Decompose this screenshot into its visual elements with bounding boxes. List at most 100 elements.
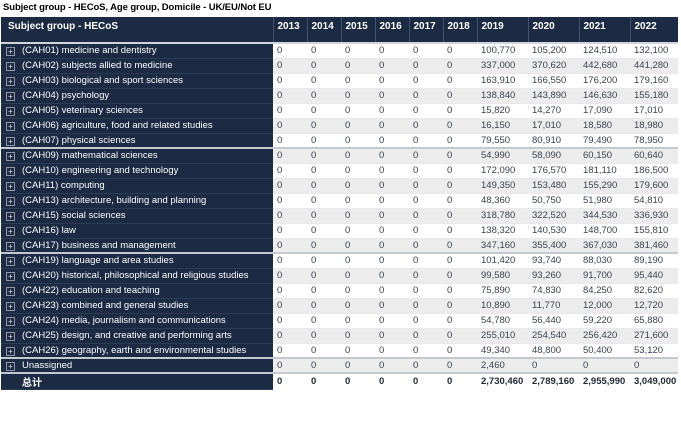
value-cell: 18,580 bbox=[579, 118, 630, 134]
column-header-2022[interactable]: 2022 bbox=[629, 17, 678, 44]
column-header-2020[interactable]: 2020 bbox=[527, 17, 579, 44]
table-row: + (CAH11) computing 0 0 0 0 0 0 149,350 153,480 15… bbox=[1, 178, 678, 194]
expand-icon[interactable]: + bbox=[6, 362, 15, 371]
value-cell: 2,730,460 bbox=[477, 372, 528, 390]
column-header-2017[interactable]: 2017 bbox=[408, 17, 443, 44]
row-label[interactable]: + (CAH23) combined and general studies bbox=[1, 298, 273, 314]
row-label-text: (CAH24) media, journalism and communicat… bbox=[22, 315, 226, 326]
value-cell: 91,700 bbox=[579, 268, 630, 284]
value-cell: 0 bbox=[273, 58, 307, 74]
expand-icon[interactable]: + bbox=[6, 182, 15, 191]
table-row: + (CAH16) law 0 0 0 0 0 0 138,320 140,530 148,700 1… bbox=[1, 223, 678, 239]
value-cell: 0 bbox=[375, 283, 409, 299]
row-label[interactable]: + (CAH15) social sciences bbox=[1, 208, 273, 224]
expand-icon[interactable]: + bbox=[6, 317, 15, 326]
table-row: + (CAH03) biological and sport sciences 0 0… bbox=[1, 73, 678, 89]
row-label[interactable]: + (CAH06) agriculture, food and related s… bbox=[1, 118, 273, 134]
expand-icon[interactable]: + bbox=[6, 302, 15, 311]
value-cell: 0 bbox=[630, 357, 678, 374]
value-cell: 74,830 bbox=[528, 283, 579, 299]
value-cell: 0 bbox=[409, 252, 443, 269]
value-cell: 179,160 bbox=[630, 73, 678, 89]
expand-icon[interactable]: + bbox=[6, 287, 15, 296]
row-label[interactable]: + (CAH07) physical sciences bbox=[1, 133, 273, 149]
value-cell: 0 bbox=[341, 313, 375, 329]
row-label[interactable]: + (CAH25) design, and creative and perfor… bbox=[1, 328, 273, 344]
value-cell: 0 bbox=[375, 103, 409, 119]
row-label[interactable]: + (CAH02) subjects allied to medicine bbox=[1, 58, 273, 74]
value-cell: 166,550 bbox=[528, 73, 579, 89]
value-cell: 0 bbox=[307, 238, 341, 254]
value-cell: 101,420 bbox=[477, 252, 528, 269]
expand-icon[interactable]: + bbox=[6, 77, 15, 86]
value-cell: 0 bbox=[375, 328, 409, 344]
expand-icon[interactable]: + bbox=[6, 332, 15, 341]
row-header-label[interactable]: Subject group - HECoS bbox=[1, 17, 273, 44]
total-row-label: 总计 bbox=[1, 372, 273, 390]
row-label[interactable]: + (CAH26) geography, earth and environmen… bbox=[1, 343, 273, 359]
value-cell: 0 bbox=[341, 283, 375, 299]
value-cell: 0 bbox=[273, 88, 307, 104]
expand-icon[interactable]: + bbox=[6, 107, 15, 116]
row-label[interactable]: + (CAH24) media, journalism and communica… bbox=[1, 313, 273, 329]
value-cell: 0 bbox=[341, 178, 375, 194]
value-cell: 0 bbox=[443, 163, 477, 179]
value-cell: 0 bbox=[443, 208, 477, 224]
row-label[interactable]: + (CAH03) biological and sport sciences bbox=[1, 73, 273, 89]
value-cell: 0 bbox=[443, 298, 477, 314]
table-row: + (CAH06) agriculture, food and related s… bbox=[1, 118, 678, 134]
value-cell: 0 bbox=[375, 313, 409, 329]
value-cell: 344,530 bbox=[579, 208, 630, 224]
row-label[interactable]: + (CAH04) psychology bbox=[1, 88, 273, 104]
expand-icon[interactable]: + bbox=[6, 197, 15, 206]
column-header-2013[interactable]: 2013 bbox=[272, 17, 307, 44]
value-cell: 176,200 bbox=[579, 73, 630, 89]
column-header-2021[interactable]: 2021 bbox=[578, 17, 630, 44]
expand-icon[interactable]: + bbox=[6, 272, 15, 281]
row-label[interactable]: + (CAH20) historical, philosophical and r… bbox=[1, 268, 273, 284]
row-label[interactable]: + (CAH01) medicine and dentistry bbox=[1, 43, 273, 59]
expand-icon[interactable]: + bbox=[6, 227, 15, 236]
value-cell: 140,530 bbox=[528, 223, 579, 239]
column-header-2015[interactable]: 2015 bbox=[340, 17, 375, 44]
value-cell: 12,000 bbox=[579, 298, 630, 314]
table-row: + (CAH26) geography, earth and environmen… bbox=[1, 343, 678, 359]
column-header-2018[interactable]: 2018 bbox=[442, 17, 477, 44]
column-header-2019[interactable]: 2019 bbox=[476, 17, 528, 44]
row-label[interactable]: + (CAH11) computing bbox=[1, 178, 273, 194]
value-cell: 0 bbox=[307, 58, 341, 74]
value-cell: 0 bbox=[341, 103, 375, 119]
value-cell: 322,520 bbox=[528, 208, 579, 224]
value-cell: 0 bbox=[375, 147, 409, 164]
column-header-2016[interactable]: 2016 bbox=[374, 17, 409, 44]
expand-icon[interactable]: + bbox=[6, 47, 15, 57]
row-label[interactable]: + (CAH22) education and teaching bbox=[1, 283, 273, 299]
column-header-2014[interactable]: 2014 bbox=[306, 17, 341, 44]
row-label[interactable]: + (CAH13) architecture, building and plan… bbox=[1, 193, 273, 209]
expand-icon[interactable]: + bbox=[6, 212, 15, 221]
value-cell: 186,500 bbox=[630, 163, 678, 179]
expand-icon[interactable]: + bbox=[6, 136, 15, 146]
row-label[interactable]: + (CAH09) mathematical sciences bbox=[1, 147, 273, 164]
value-cell: 0 bbox=[307, 372, 341, 390]
expand-icon[interactable]: + bbox=[6, 62, 15, 71]
expand-icon[interactable]: + bbox=[6, 346, 15, 356]
value-cell: 0 bbox=[443, 193, 477, 209]
expand-icon[interactable]: + bbox=[6, 92, 15, 101]
value-cell: 59,220 bbox=[579, 313, 630, 329]
row-label[interactable]: + (CAH16) law bbox=[1, 223, 273, 239]
value-cell: 370,620 bbox=[528, 58, 579, 74]
row-label[interactable]: + (CAH10) engineering and technology bbox=[1, 163, 273, 179]
value-cell: 0 bbox=[307, 73, 341, 89]
value-cell: 89,190 bbox=[630, 252, 678, 269]
table-row: + (CAH20) historical, philosophical and r… bbox=[1, 268, 678, 284]
expand-icon[interactable]: + bbox=[6, 257, 15, 267]
expand-icon[interactable]: + bbox=[6, 167, 15, 176]
row-label[interactable]: + Unassigned bbox=[1, 357, 273, 374]
expand-icon[interactable]: + bbox=[6, 152, 15, 162]
row-label[interactable]: + (CAH19) language and area studies bbox=[1, 252, 273, 269]
row-label[interactable]: + (CAH05) veterinary sciences bbox=[1, 103, 273, 119]
expand-icon[interactable]: + bbox=[6, 241, 15, 251]
expand-icon[interactable]: + bbox=[6, 122, 15, 131]
row-label[interactable]: + (CAH17) business and management bbox=[1, 238, 273, 254]
